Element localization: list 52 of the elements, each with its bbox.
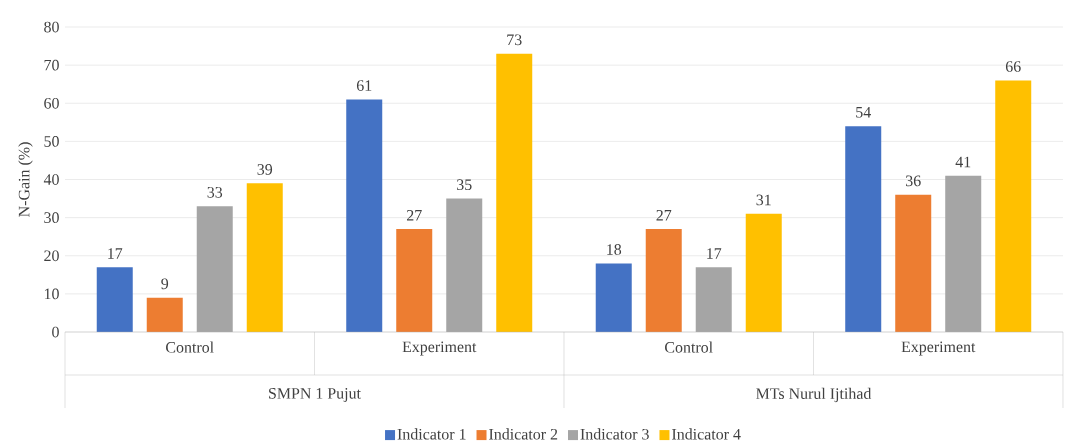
bar — [146, 297, 183, 332]
y-tick-label: 70 — [44, 59, 59, 71]
bar — [595, 263, 632, 332]
bar — [995, 80, 1032, 332]
bar — [346, 99, 383, 332]
bar — [246, 183, 283, 332]
x-tick-label: Control — [665, 341, 713, 353]
data-label: 33 — [207, 186, 223, 198]
y-tick-label: 30 — [44, 212, 59, 223]
legend-label: Indicator 3 — [580, 428, 649, 440]
y-tick-label: 60 — [44, 97, 59, 109]
y-tick-label: 20 — [44, 250, 59, 262]
x-tick-label: Control — [166, 341, 214, 353]
data-label: 61 — [356, 80, 372, 91]
y-tick-label: 80 — [44, 21, 59, 33]
data-label: 54 — [856, 106, 871, 118]
data-label: 66 — [1005, 61, 1021, 72]
bar — [446, 198, 483, 332]
data-label: 27 — [406, 210, 422, 221]
data-label: 73 — [507, 34, 522, 46]
bar — [496, 53, 533, 332]
legend-label: Indicator 1 — [397, 428, 466, 440]
bar — [96, 267, 133, 332]
data-label: 9 — [161, 278, 169, 290]
y-axis-title: N-Gain (%) — [18, 142, 33, 217]
bar — [645, 229, 682, 332]
bar — [895, 194, 932, 332]
bar — [695, 267, 732, 332]
x-tick-label: Experiment — [901, 341, 976, 356]
bar — [196, 206, 233, 332]
text: SMPN 1 Pujut — [269, 388, 361, 402]
y-tick-label: 50 — [44, 136, 59, 147]
x-tick-label: Experiment — [402, 341, 477, 356]
bar — [745, 213, 782, 332]
data-label: 35 — [457, 179, 472, 191]
data-label: 18 — [607, 244, 622, 255]
data-label: 27 — [656, 210, 672, 221]
data-label: 17 — [108, 248, 123, 259]
data-label: 31 — [756, 194, 771, 206]
legend-label: Indicator 2 — [489, 428, 558, 440]
text: MTs Nurul Ijtihad — [756, 387, 872, 403]
bar — [845, 126, 882, 332]
data-label: 36 — [906, 175, 921, 187]
y-tick-label: 40 — [43, 174, 59, 185]
y-tick-label: 0 — [52, 326, 59, 338]
bar — [396, 229, 433, 332]
bar — [945, 175, 982, 332]
data-label: 39 — [257, 164, 273, 175]
legend-label: Indicator 4 — [672, 428, 741, 440]
data-label: 41 — [955, 156, 971, 168]
data-label: 17 — [707, 248, 722, 259]
y-tick-label: 10 — [44, 288, 59, 300]
